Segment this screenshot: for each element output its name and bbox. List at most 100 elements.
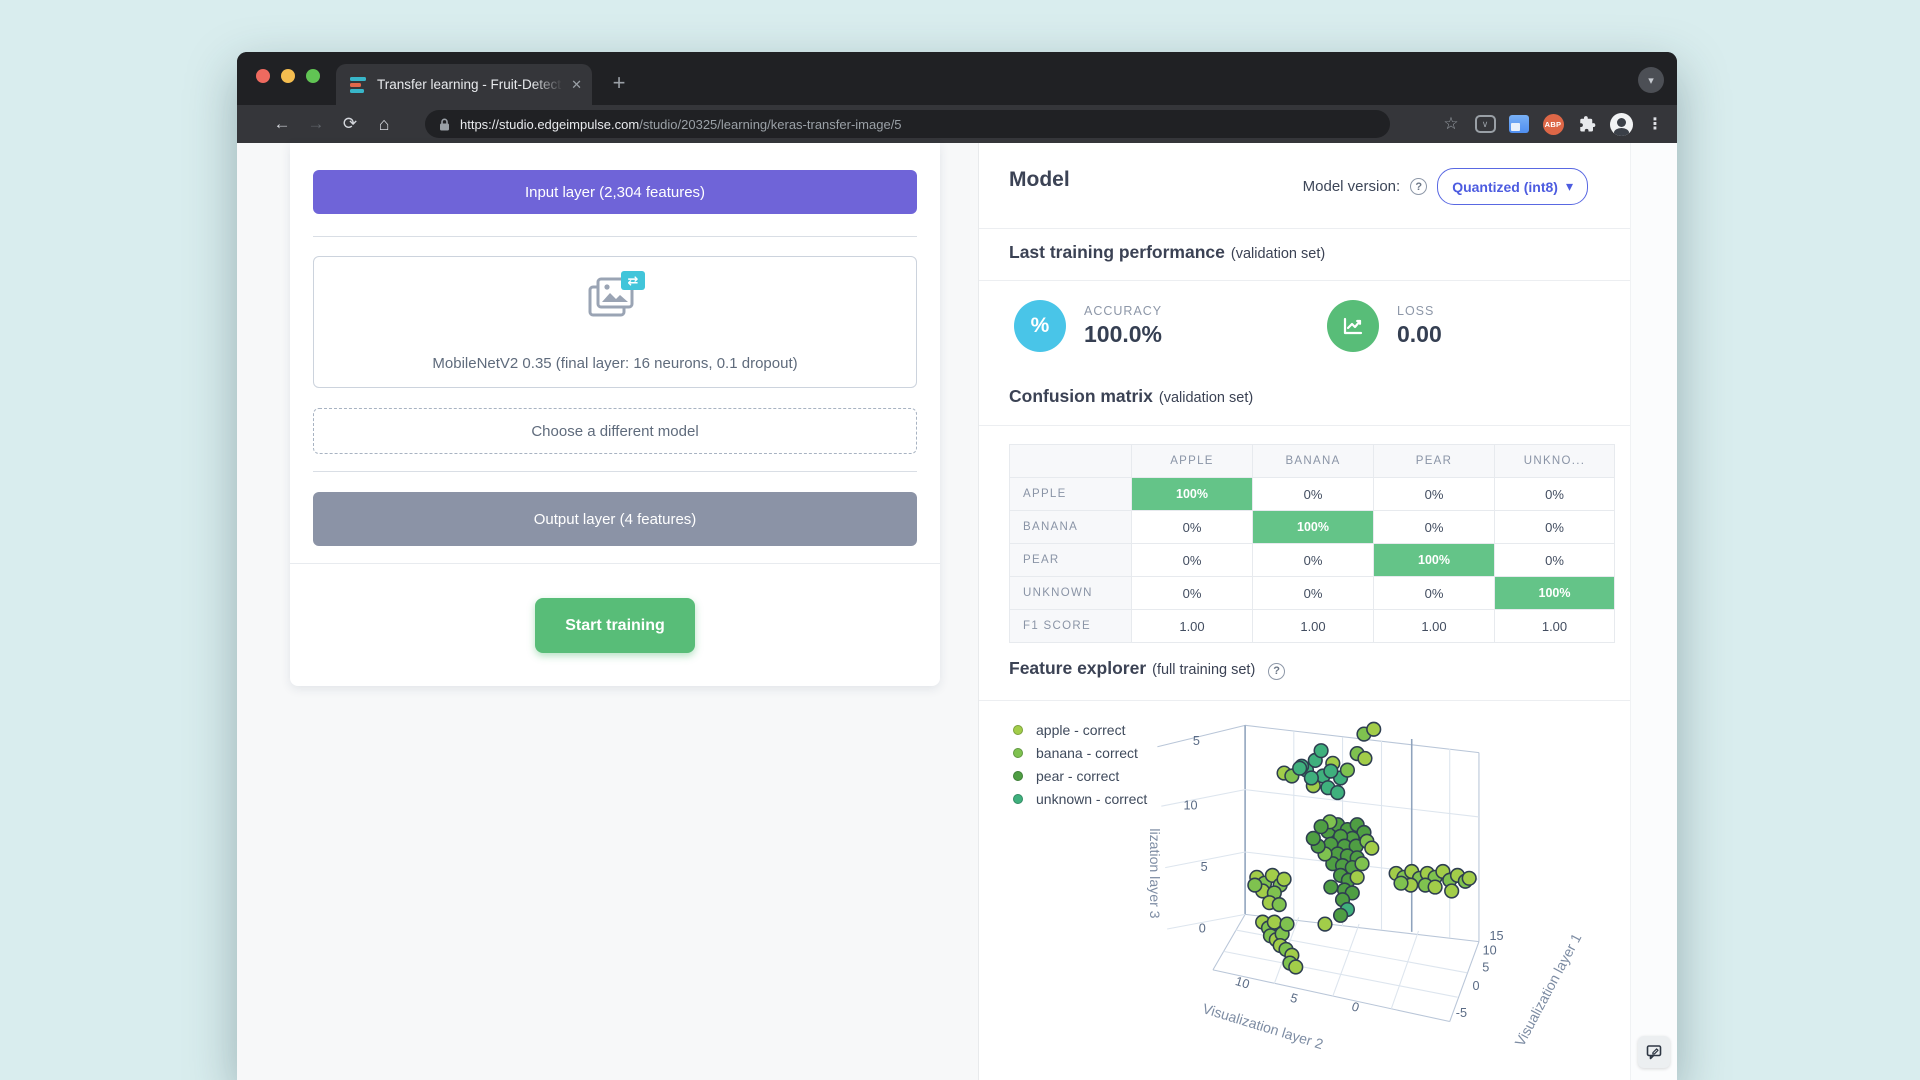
line-chart-icon <box>1327 300 1379 352</box>
impulse-pane: Input layer (2,304 features) ⇄ MobileNet… <box>237 143 978 1080</box>
legend-item[interactable]: unknown - correct <box>1013 787 1147 810</box>
scatter-point <box>1247 877 1263 893</box>
matrix-cell: 0% <box>1373 576 1495 610</box>
start-training-button[interactable]: Start training <box>535 598 695 653</box>
matrix-col-header: UNKNO... <box>1494 444 1615 478</box>
legend-item[interactable]: apple - correct <box>1013 718 1147 741</box>
tab-title: Transfer learning - Fruit-Detect <box>377 77 562 92</box>
legend-item[interactable]: banana - correct <box>1013 741 1147 764</box>
matrix-row: UNKNOWN 0% 0% 0% 100% <box>1009 576 1615 610</box>
model-block[interactable]: ⇄ MobileNetV2 0.35 (final layer: 16 neur… <box>313 256 917 388</box>
axis-tick-label: 10 <box>1234 974 1252 992</box>
profile-avatar[interactable] <box>1609 112 1633 136</box>
matrix-cell: 0% <box>1494 543 1615 577</box>
address-bar[interactable]: https://studio.edgeimpulse.com/studio/20… <box>425 110 1390 138</box>
plot-grid-line <box>1167 913 1246 930</box>
tab-strip: Transfer learning - Fruit-Detect ✕ + ▾ <box>237 52 1677 105</box>
legend-dot-icon <box>1013 747 1023 758</box>
chevron-down-icon: ▾ <box>1565 178 1573 194</box>
legend-dot-icon <box>1013 793 1023 804</box>
scatter-point <box>1357 750 1373 767</box>
choose-different-model-button[interactable]: Choose a different model <box>313 408 917 454</box>
matrix-row-label: APPLE <box>1009 477 1132 511</box>
help-icon[interactable]: ? <box>1268 662 1286 680</box>
input-layer-block[interactable]: Input layer (2,304 features) <box>313 170 917 214</box>
reload-icon[interactable]: ⟳ <box>342 114 358 133</box>
scatter-point <box>1354 856 1370 872</box>
matrix-cell: 0% <box>1131 576 1253 610</box>
matrix-cell: 0% <box>1494 510 1615 544</box>
plot-grid-line <box>1332 923 1360 997</box>
matrix-cell: 100% <box>1373 543 1495 577</box>
tab-close-icon[interactable]: ✕ <box>571 76 582 92</box>
matrix-cell: 0% <box>1252 543 1374 577</box>
divider <box>979 280 1631 281</box>
scatter-point <box>1393 875 1409 891</box>
browser-toolbar: ← → ⟳ ⌂ https://studio.edgeimpulse.com/s… <box>237 105 1677 143</box>
matrix-cell: 100% <box>1494 576 1615 610</box>
maximize-window-button[interactable] <box>306 69 320 83</box>
scatter-point <box>1313 819 1329 835</box>
pocket-icon[interactable]: ∨ <box>1473 112 1497 136</box>
legend-label: pear - correct <box>1036 767 1120 784</box>
matrix-cell: 0% <box>1252 477 1374 511</box>
feature-explorer-legend: apple - correct banana - correct pear - co… <box>1013 718 1147 810</box>
matrix-cell: 1.00 <box>1131 609 1253 643</box>
scatter-point <box>1339 762 1356 778</box>
legend-dot-icon <box>1013 724 1023 735</box>
loss-metric: LOSS 0.00 <box>1327 300 1442 352</box>
bookmark-star-icon[interactable]: ☆ <box>1443 114 1459 133</box>
model-version-cluster: Model version: ? Quantized (int8) ▾ <box>1303 168 1588 205</box>
output-layer-block[interactable]: Output layer (4 features) <box>313 492 917 546</box>
profile-chevron-button[interactable]: ▾ <box>1638 67 1664 93</box>
matrix-row: APPLE 100% 0% 0% 0% <box>1009 477 1615 511</box>
axis-tick-label: 5 <box>1289 991 1300 1006</box>
axis-tick-label: 5 <box>1482 960 1489 974</box>
home-icon[interactable]: ⌂ <box>378 113 390 134</box>
minimize-window-button[interactable] <box>281 69 295 83</box>
model-version-select[interactable]: Quantized (int8) ▾ <box>1437 168 1588 205</box>
accuracy-value: 100.0% <box>1084 321 1163 347</box>
help-icon[interactable]: ? <box>1410 178 1428 195</box>
scatter-point <box>1303 770 1319 786</box>
url-host: https://studio.edgeimpulse.com <box>460 116 640 132</box>
axis-tick-label: 15 <box>1489 929 1503 943</box>
legend-label: unknown - correct <box>1036 790 1148 807</box>
matrix-row-label: PEAR <box>1009 543 1132 577</box>
plot-grid-line <box>1161 789 1246 807</box>
scatter-point <box>1323 879 1339 895</box>
extensions-puzzle-icon[interactable] <box>1575 112 1599 136</box>
matrix-cell: 1.00 <box>1252 609 1374 643</box>
close-window-button[interactable] <box>256 69 270 83</box>
connector-line <box>313 236 917 237</box>
matrix-cell: 0% <box>1494 477 1615 511</box>
scatter-point <box>1288 959 1304 975</box>
matrix-row: PEAR 0% 0% 100% 0% <box>1009 543 1615 577</box>
new-tab-button[interactable]: + <box>612 70 626 95</box>
connector-line <box>313 471 917 472</box>
forward-icon[interactable]: → <box>307 114 325 133</box>
scatter-point <box>1317 916 1333 932</box>
axis-tick-label: 0 <box>1473 979 1480 993</box>
plot-grid-line <box>1212 914 1246 971</box>
scatter-point <box>1364 840 1380 856</box>
scatter-point <box>1427 879 1443 895</box>
feedback-button[interactable] <box>1638 1036 1670 1068</box>
scatter-point <box>1271 897 1287 913</box>
legend-item[interactable]: pear - correct <box>1013 764 1147 787</box>
matrix-col-header: BANANA <box>1252 444 1374 478</box>
scatter-point <box>1279 916 1295 932</box>
axis-tick-label: 5 <box>1201 860 1208 874</box>
adblock-plus-icon[interactable]: ABP <box>1541 112 1565 136</box>
browser-menu-icon[interactable]: ⋮ <box>1647 116 1663 133</box>
plot-grid-line <box>1449 941 1480 1022</box>
screenshot-extension-icon[interactable] <box>1507 112 1531 136</box>
matrix-row-label: F1 SCORE <box>1009 609 1132 643</box>
axis-tick-label: 0 <box>1350 1000 1361 1015</box>
back-icon[interactable]: ← <box>273 114 291 133</box>
swap-model-icon: ⇄ <box>621 271 645 290</box>
plot-grid-line <box>1212 969 1450 1023</box>
model-pane: Model Model version: ? Quantized (int8) … <box>978 143 1677 1080</box>
browser-tab[interactable]: Transfer learning - Fruit-Detect ✕ <box>336 64 592 105</box>
